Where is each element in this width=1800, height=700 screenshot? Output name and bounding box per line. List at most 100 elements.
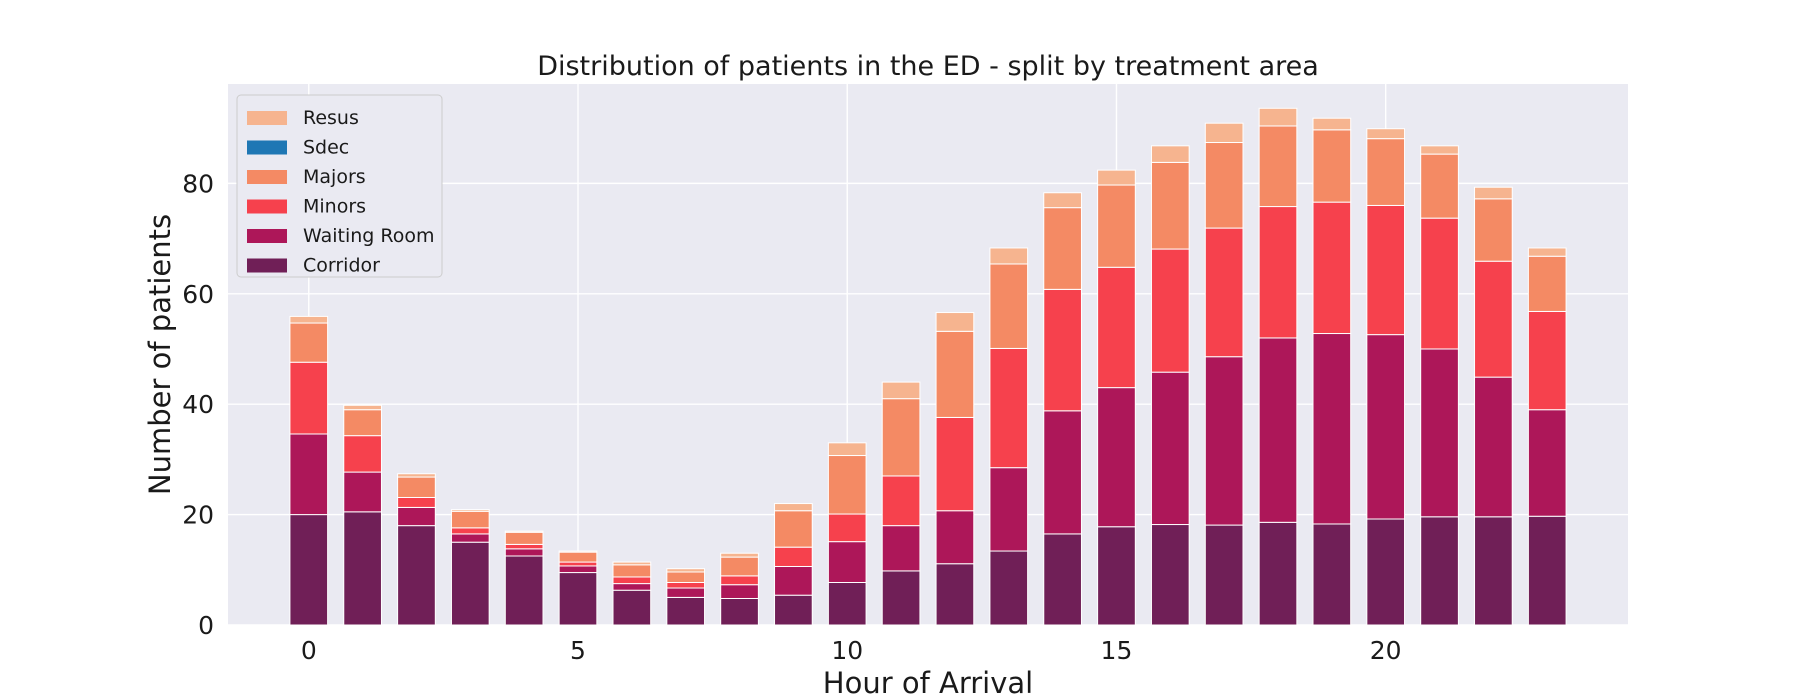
- legend-label-waiting-room: Waiting Room: [303, 225, 434, 247]
- bar-corridor: [1474, 516, 1513, 626]
- y-tick-label: 0: [198, 611, 214, 640]
- bar-resus: [827, 442, 867, 457]
- bar-majors: [881, 398, 921, 477]
- bar-waiting-room: [1527, 409, 1567, 517]
- bar-corridor: [558, 572, 598, 626]
- x-tick-label: 15: [1101, 636, 1133, 665]
- bar-resus: [504, 530, 544, 533]
- legend-swatch-minors: [247, 199, 287, 214]
- bar-resus: [450, 509, 490, 512]
- x-tick-label: 5: [570, 636, 586, 665]
- y-tick-label: 20: [182, 501, 214, 530]
- bar-resus: [343, 404, 382, 411]
- y-tick-labels: 0 20 40 60 80: [182, 169, 214, 640]
- bar-majors: [1527, 255, 1567, 312]
- legend-swatch-sdec: [247, 140, 287, 155]
- bar-majors: [558, 551, 598, 563]
- bar-resus: [612, 561, 652, 566]
- bar-waiting-room: [666, 587, 706, 598]
- bar-majors: [612, 564, 652, 578]
- bar-corridor: [1527, 515, 1567, 626]
- bar-corridor: [343, 511, 382, 626]
- bar-minors: [1150, 248, 1190, 373]
- bar-majors: [989, 263, 1029, 349]
- chart-title: Distribution of patients in the ED - spl…: [537, 51, 1319, 82]
- bar-majors: [1474, 198, 1513, 262]
- bar-majors: [1043, 207, 1082, 290]
- bar-resus: [289, 315, 329, 324]
- bar-resus: [397, 473, 436, 478]
- bar-waiting-room: [881, 525, 921, 572]
- bar-majors: [289, 322, 329, 363]
- bar-corridor: [397, 525, 436, 626]
- legend-swatch-corridor: [247, 258, 287, 273]
- legend-swatch-majors: [247, 170, 287, 184]
- x-tick-label: 0: [301, 636, 317, 665]
- legend-swatch-waiting-room: [247, 229, 287, 243]
- bar-resus: [1150, 145, 1190, 163]
- y-tick-label: 60: [182, 280, 214, 309]
- legend-label-corridor: Corridor: [303, 255, 380, 277]
- y-tick-label: 40: [182, 390, 214, 419]
- bar-minors: [397, 496, 436, 508]
- bar-minors: [1043, 288, 1082, 412]
- bar-waiting-room: [1097, 387, 1136, 528]
- y-tick-label: 80: [182, 169, 214, 198]
- bar-minors: [1366, 204, 1406, 336]
- bar-resus: [666, 568, 706, 573]
- bar-minors: [881, 475, 921, 527]
- bar-minors: [612, 576, 652, 585]
- bar-corridor: [612, 589, 652, 626]
- bar-waiting-room: [1043, 410, 1082, 535]
- bar-waiting-room: [1204, 356, 1244, 526]
- legend-frame: [236, 94, 443, 278]
- bar-waiting-room: [774, 565, 813, 596]
- bar-majors: [935, 330, 975, 418]
- bar-minors: [1097, 266, 1136, 389]
- bar-majors: [1312, 129, 1352, 203]
- bar-minors: [1312, 201, 1352, 335]
- bar-minors: [666, 581, 706, 589]
- bar-majors: [450, 510, 490, 529]
- bar-corridor: [1097, 526, 1136, 626]
- bar-majors: [774, 510, 813, 548]
- bar-minors: [1258, 206, 1298, 339]
- bar-majors: [343, 409, 382, 437]
- bar-minors: [289, 361, 329, 435]
- bar-corridor: [989, 550, 1029, 626]
- bar-resus: [1258, 107, 1298, 127]
- bar-minors: [827, 513, 867, 543]
- bar-majors: [1366, 138, 1406, 206]
- x-tick-label: 10: [831, 636, 863, 665]
- bar-resus: [935, 312, 975, 332]
- bar-majors: [720, 556, 759, 577]
- bar-waiting-room: [1420, 348, 1459, 518]
- bar-resus: [1366, 128, 1406, 140]
- bar-minors: [1204, 227, 1244, 358]
- bar-resus: [881, 381, 921, 400]
- bar-waiting-room: [1312, 333, 1352, 525]
- bar-minors: [504, 543, 544, 550]
- bar-waiting-room: [343, 471, 382, 513]
- legend-label-sdec: Sdec: [303, 137, 349, 159]
- bar-waiting-room: [1150, 371, 1190, 526]
- bar-majors: [827, 455, 867, 515]
- legend: Resus Sdec Majors Minors Waiting Room Corrido…: [236, 94, 443, 278]
- bar-waiting-room: [612, 583, 652, 591]
- bar-corridor: [1043, 533, 1082, 626]
- legend-label-resus: Resus: [303, 107, 359, 129]
- bar-minors: [1474, 260, 1513, 378]
- bar-minors: [558, 561, 598, 567]
- bar-resus: [1474, 186, 1513, 200]
- bar-minors: [720, 575, 759, 586]
- bar-waiting-room: [504, 548, 544, 557]
- bar-waiting-room: [989, 467, 1029, 552]
- bar-minors: [989, 347, 1029, 469]
- bar-corridor: [289, 514, 329, 626]
- legend-swatch-resus: [247, 111, 287, 125]
- bar-corridor: [774, 594, 813, 626]
- bar-corridor: [666, 596, 706, 626]
- bars: [289, 107, 1567, 626]
- bar-minors: [343, 435, 382, 473]
